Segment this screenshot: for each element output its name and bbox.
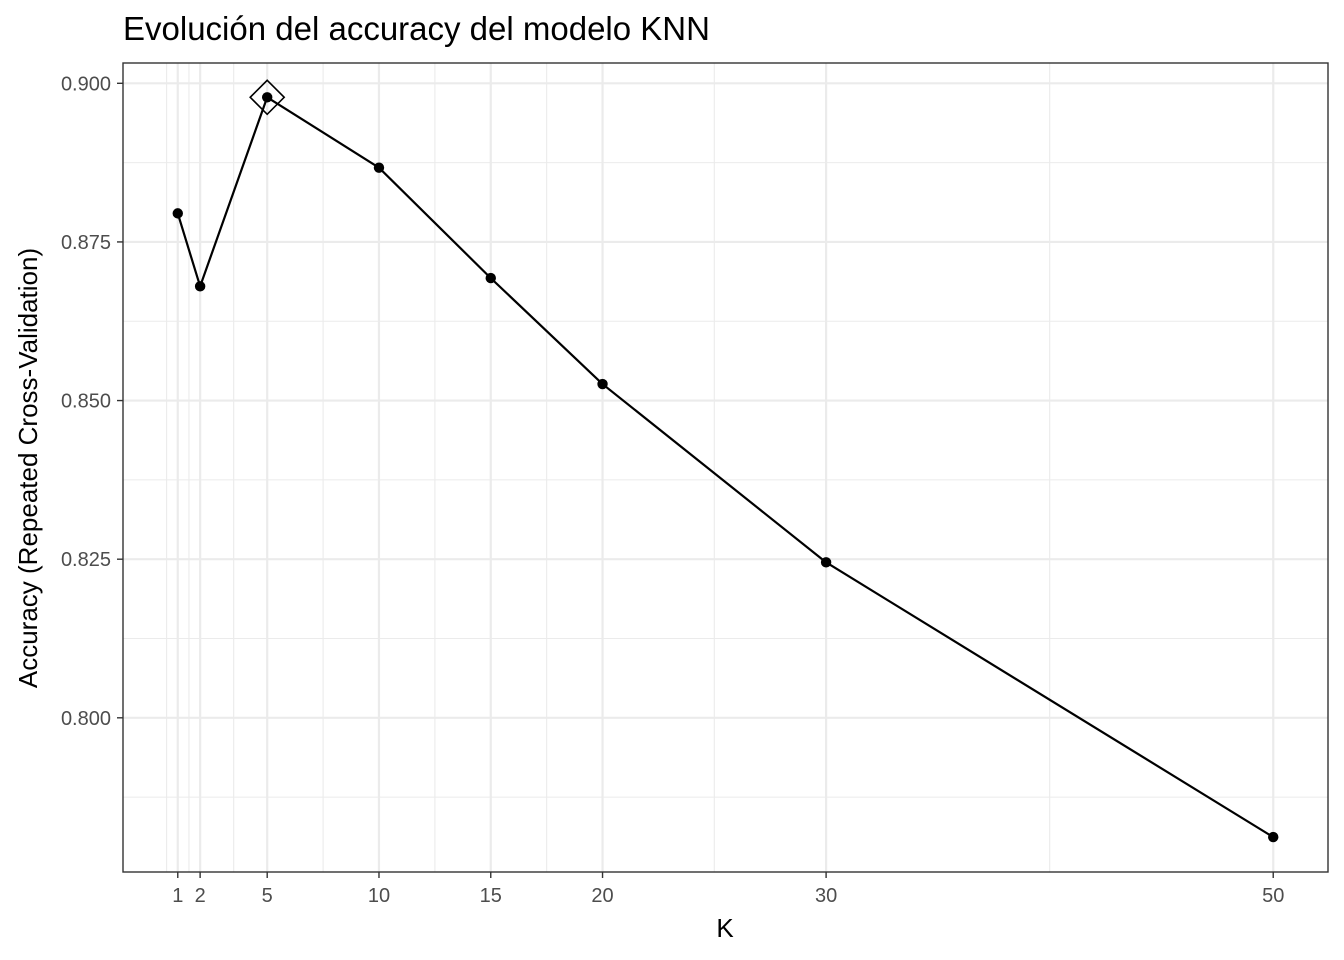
y-tick-label: 0.900 (61, 73, 111, 95)
panel-border (122, 62, 1329, 873)
data-point-k-15 (485, 272, 496, 284)
best-k-diamond-marker (249, 79, 286, 116)
accuracy-series (172, 79, 1279, 843)
data-point-k-1 (172, 208, 183, 219)
y-tick-label: 0.850 (61, 391, 111, 413)
chart-title: Evolución del accuracy del modelo KNN (123, 10, 710, 47)
data-point-k-20 (597, 378, 608, 390)
y-tick-label: 0.875 (61, 232, 111, 254)
x-tick-label: 2 (195, 885, 206, 907)
y-axis-title: Accuracy (Repeated Cross-Validation) (13, 248, 43, 688)
x-axis-title: K (716, 913, 734, 943)
data-point-k-2 (194, 281, 206, 292)
x-tick-label: 20 (591, 885, 613, 907)
x-axis: 1 2 5 10 15 20 30 50 (172, 872, 1284, 907)
data-point-k-5 (261, 92, 273, 103)
data-point-k-30 (820, 557, 832, 568)
data-point-k-10 (373, 162, 385, 173)
y-tick-label: 0.825 (61, 549, 111, 571)
y-tick-label: 0.800 (61, 708, 111, 730)
x-tick-label: 15 (480, 885, 502, 907)
x-tick-label: 50 (1262, 885, 1284, 907)
data-point-k-50 (1268, 831, 1279, 843)
x-tick-label: 10 (368, 885, 390, 907)
x-tick-label: 1 (172, 885, 183, 907)
major-gridlines (123, 63, 1328, 872)
x-tick-label: 5 (262, 885, 273, 907)
x-tick-label: 30 (815, 885, 837, 907)
minor-gridlines (123, 63, 1328, 872)
y-axis: 0.800 0.825 0.850 0.875 0.900 (61, 73, 123, 730)
accuracy-line (176, 96, 1274, 839)
